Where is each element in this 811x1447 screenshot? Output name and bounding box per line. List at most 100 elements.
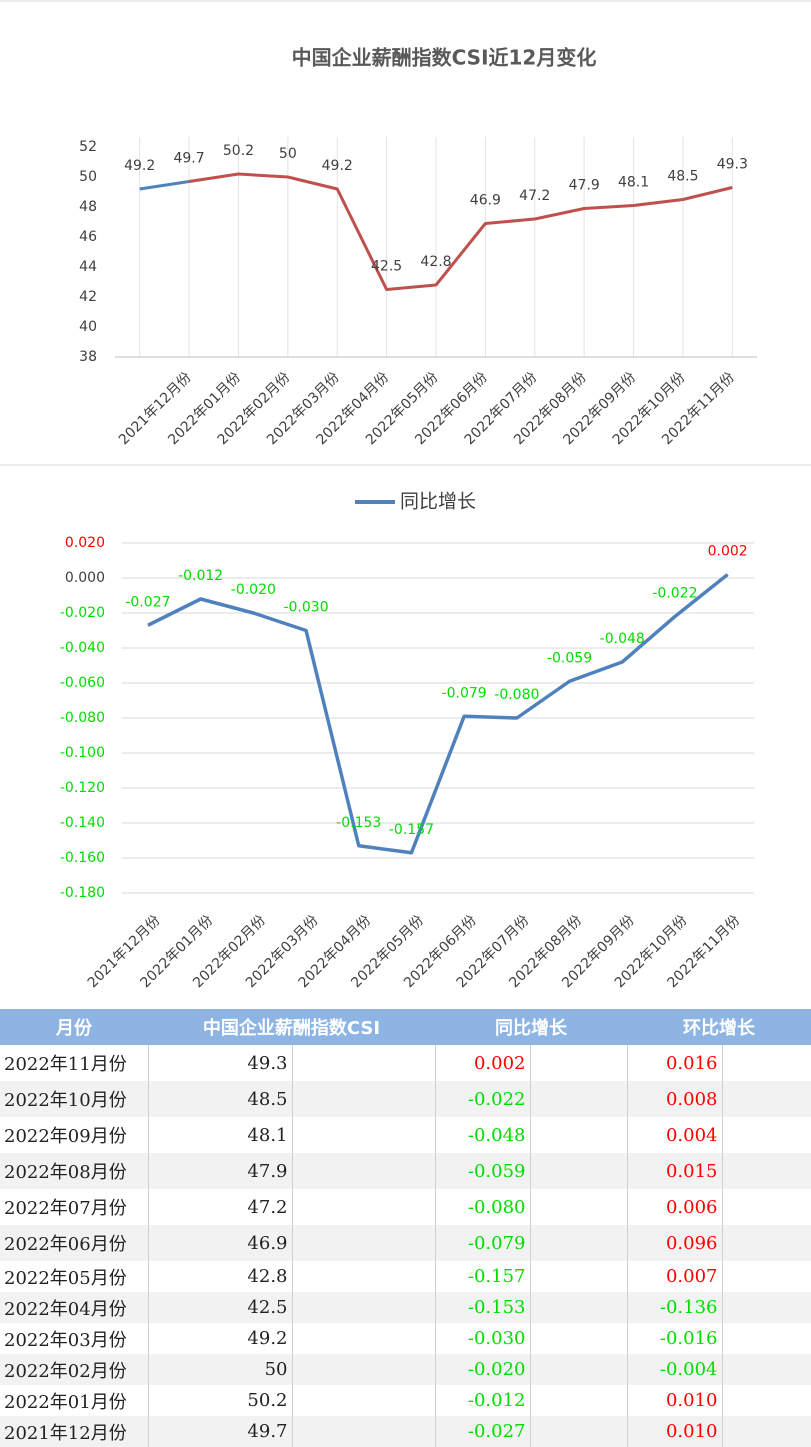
table-cell: 47.9 (148, 1153, 293, 1189)
data-label: -0.048 (600, 631, 645, 647)
spacer-cell (292, 1117, 436, 1153)
data-label: 49.2 (124, 158, 155, 174)
y-tick-label: -0.140 (60, 815, 105, 831)
spacer-cell (292, 1261, 436, 1292)
y-tick-label: 52 (79, 139, 97, 155)
data-label: 50 (279, 146, 297, 162)
spacer-cell (292, 1416, 436, 1447)
y-tick-label: -0.160 (60, 850, 105, 866)
table-row: 2022年05月份 42.8 -0.157 0.007 (0, 1261, 811, 1292)
y-tick-label: -0.080 (60, 710, 105, 726)
table-cell: 2022年05月份 (0, 1261, 149, 1292)
header-cell: 同比增长 (435, 1009, 627, 1045)
y-tick-label: 50 (79, 169, 97, 185)
table-cell: -0.079 (435, 1225, 531, 1261)
spacer-cell (722, 1153, 811, 1189)
spacer-cell (722, 1385, 811, 1416)
table-cell: 47.2 (148, 1189, 293, 1225)
spacer-cell (722, 1117, 811, 1153)
spacer-cell (292, 1189, 436, 1225)
spacer-cell (530, 1354, 628, 1385)
y-tick-label: 0.020 (65, 535, 105, 551)
table-cell: 50 (148, 1354, 293, 1385)
table-cell: 2021年12月份 (0, 1416, 149, 1447)
table-cell: 2022年10月份 (0, 1081, 149, 1117)
table-cell: 46.9 (148, 1225, 293, 1261)
line-series (188, 172, 733, 291)
table-row: 2022年09月份 48.1 -0.048 0.004 (0, 1117, 811, 1153)
table-cell: -0.080 (435, 1189, 531, 1225)
table-cell: 0.002 (435, 1045, 531, 1081)
table-cell: -0.048 (435, 1117, 531, 1153)
table-cell: -0.030 (435, 1323, 531, 1354)
table-cell: 0.096 (627, 1225, 723, 1261)
y-tick-label: -0.100 (60, 745, 105, 761)
spacer-cell (722, 1416, 811, 1447)
spacer-cell (292, 1045, 436, 1081)
data-label: 46.9 (470, 193, 501, 209)
table-row: 2022年01月份 50.2 -0.012 0.010 (0, 1385, 811, 1416)
data-label: -0.080 (494, 687, 539, 703)
table-row: 2022年08月份 47.9 -0.059 0.015 (0, 1153, 811, 1189)
table-cell: -0.020 (435, 1354, 531, 1385)
y-tick-label: -0.120 (60, 780, 105, 796)
data-label: 50.2 (223, 143, 254, 159)
y-tick-label: -0.020 (60, 605, 105, 621)
table-cell: 0.008 (627, 1081, 723, 1117)
table-cell: 2022年07月份 (0, 1189, 149, 1225)
y-tick-label: -0.060 (60, 675, 105, 691)
table-cell: 49.2 (148, 1323, 293, 1354)
table-cell: 49.3 (148, 1045, 293, 1081)
data-label: 42.5 (371, 259, 402, 275)
table-cell: 2022年08月份 (0, 1153, 149, 1189)
spacer-cell (292, 1385, 436, 1416)
y-tick-label: -0.040 (60, 640, 105, 656)
table-cell: -0.022 (435, 1081, 531, 1117)
table-cell: 2022年06月份 (0, 1225, 149, 1261)
data-label: -0.153 (336, 815, 381, 831)
table-row: 2022年06月份 46.9 -0.079 0.096 (0, 1225, 811, 1261)
table-cell: 50.2 (148, 1385, 293, 1416)
table-cell: -0.016 (627, 1323, 723, 1354)
table-cell: -0.059 (435, 1153, 531, 1189)
table-cell: -0.027 (435, 1416, 531, 1447)
table-cell: 2022年04月份 (0, 1292, 149, 1323)
spacer-cell (722, 1045, 811, 1081)
data-label: 48.5 (667, 169, 698, 185)
table-row: 2022年04月份 42.5 -0.153 -0.136 (0, 1292, 811, 1323)
table-row: 2022年07月份 47.2 -0.080 0.006 (0, 1189, 811, 1225)
chart-title: 中国企业薪酬指数CSI近12月变化 (292, 46, 597, 70)
spacer-cell (530, 1416, 628, 1447)
table-cell: -0.157 (435, 1261, 531, 1292)
spacer-cell (292, 1153, 436, 1189)
spacer-cell (530, 1189, 628, 1225)
table-cell: 2022年01月份 (0, 1385, 149, 1416)
spacer-cell (530, 1045, 628, 1081)
y-tick-label: 44 (79, 259, 97, 275)
spacer-cell (292, 1081, 436, 1117)
header-cell: 中国企业薪酬指数CSI (148, 1009, 435, 1045)
table-cell: 0.006 (627, 1189, 723, 1225)
table-cell: 48.5 (148, 1081, 293, 1117)
spacer-cell (530, 1292, 628, 1323)
spacer-cell (292, 1225, 436, 1261)
table-cell: 0.007 (627, 1261, 723, 1292)
y-tick-label: 40 (79, 319, 97, 335)
table-row: 2022年11月份 49.3 0.002 0.016 (0, 1045, 811, 1081)
spacer-cell (722, 1323, 811, 1354)
charts: 中国企业薪酬指数CSI近12月变化 38404244464850522021年1… (0, 0, 811, 991)
line-series (147, 573, 729, 855)
data-table: 月份 中国企业薪酬指数CSI 同比增长 环比增长 2022年11月份 49.3 0.002… (0, 1009, 811, 1447)
data-label: -0.022 (652, 586, 697, 602)
table-row: 2021年12月份 49.7 -0.027 0.010 (0, 1416, 811, 1447)
spacer-cell (292, 1354, 436, 1385)
data-label: -0.079 (442, 685, 487, 701)
table-cell: -0.136 (627, 1292, 723, 1323)
y-tick-label: 38 (79, 349, 97, 365)
y-tick-label: 46 (79, 229, 97, 245)
data-label: 49.7 (173, 151, 204, 167)
spacer-cell (530, 1117, 628, 1153)
spacer-cell (530, 1385, 628, 1416)
line-series (139, 180, 190, 191)
